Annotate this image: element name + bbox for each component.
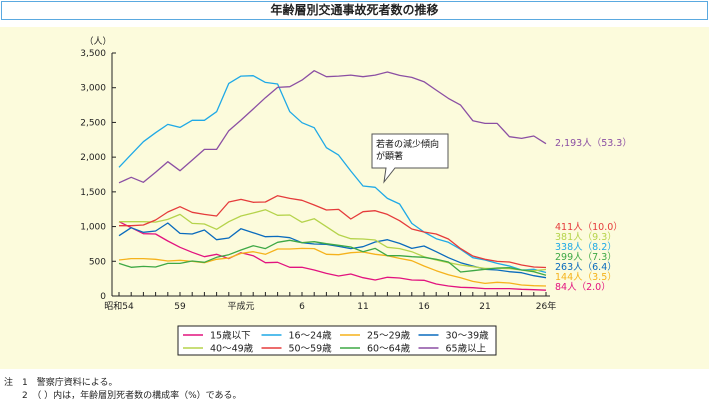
legend-label: 50～59歳 [289, 343, 333, 355]
legend-label: 60～64歳 [367, 343, 411, 355]
end-label: 84人（2.0） [555, 281, 611, 293]
y-tick-label: 500 [89, 257, 106, 267]
series-line-2 [118, 247, 547, 287]
y-tick-label: 2,500 [80, 118, 106, 128]
series-line-4 [119, 209, 547, 272]
legend-label: 25～29歳 [367, 330, 411, 342]
y-tick-label: 1,000 [80, 223, 106, 233]
series-line-1 [118, 75, 547, 274]
annotation-text: 若者の減少傾向 [376, 138, 439, 150]
x-tick-label: 昭和54 [104, 301, 134, 312]
series-line-7 [118, 70, 547, 184]
series-line-6 [118, 239, 547, 276]
x-tick-label: 6 [299, 302, 305, 312]
end-label: 263人（6.4） [555, 261, 617, 273]
x-tick-label: 59 [174, 302, 186, 312]
y-tick-label: 0 [100, 292, 106, 302]
x-tick-label: 16 [418, 302, 430, 312]
end-label: 411人（10.0） [555, 221, 623, 233]
annotation-callout [371, 133, 449, 184]
end-label: 299人（7.3） [555, 251, 617, 263]
legend-label: 30～39歳 [446, 330, 490, 342]
y-axis-unit: （人） [84, 36, 111, 47]
y-tick-label: 3,000 [80, 84, 106, 94]
end-label: 338人（8.2） [555, 241, 617, 253]
annotation-text: が顕著 [376, 150, 403, 162]
y-tick-label: 2,000 [80, 153, 106, 163]
note-2: 2 （ ）内は，年齢層別死者数の構成率（%）である。 [4, 391, 242, 401]
legend-label: 65歳以上 [446, 343, 487, 355]
end-label: 381人（9.3） [555, 231, 617, 243]
y-tick-label: 3,500 [80, 49, 106, 59]
x-tick-label: 21 [479, 302, 490, 312]
x-tick-label: 26年 [536, 300, 556, 312]
x-tick-label: 平成元 [227, 300, 254, 312]
legend [177, 325, 497, 356]
series-line-5 [119, 195, 547, 269]
legend-label: 15歳以下 [210, 330, 251, 342]
plot-background [0, 27, 709, 369]
end-label: 2,193人（53.3） [555, 137, 632, 149]
chart-title: 年齢層別交通事故死者数の推移 [1, 1, 708, 20]
note-1: 注 1 警察庁資料による。 [4, 378, 118, 388]
legend-label: 40～49歳 [210, 343, 254, 355]
legend-label: 16～24歳 [289, 330, 333, 342]
series-line-0 [118, 221, 547, 291]
x-tick-label: 11 [357, 302, 368, 312]
end-label: 144人（3.5） [555, 271, 617, 283]
y-tick-label: 1,500 [80, 188, 106, 198]
